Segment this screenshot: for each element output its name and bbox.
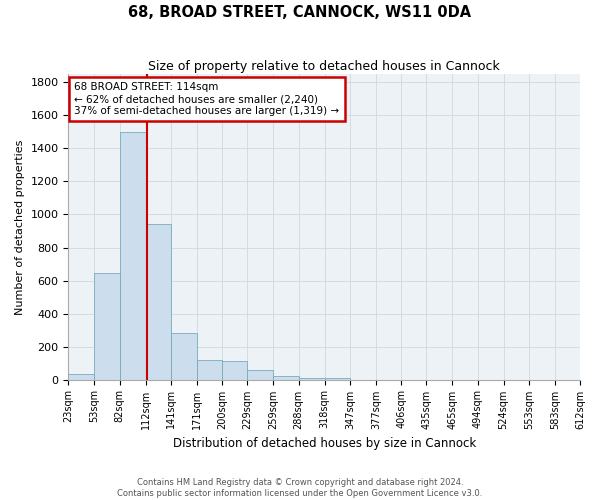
- Title: Size of property relative to detached houses in Cannock: Size of property relative to detached ho…: [148, 60, 500, 73]
- Bar: [94, 273, 119, 380]
- Bar: [222, 360, 247, 380]
- Bar: [247, 370, 274, 380]
- Bar: [119, 132, 146, 380]
- Bar: [197, 360, 222, 380]
- Bar: [325, 378, 350, 380]
- Bar: [299, 378, 325, 380]
- Text: 68, BROAD STREET, CANNOCK, WS11 0DA: 68, BROAD STREET, CANNOCK, WS11 0DA: [128, 5, 472, 20]
- X-axis label: Distribution of detached houses by size in Cannock: Distribution of detached houses by size …: [173, 437, 476, 450]
- Bar: [68, 374, 94, 380]
- Y-axis label: Number of detached properties: Number of detached properties: [15, 139, 25, 314]
- Bar: [146, 224, 171, 380]
- Bar: [274, 376, 299, 380]
- Bar: [171, 334, 197, 380]
- Text: 68 BROAD STREET: 114sqm
← 62% of detached houses are smaller (2,240)
37% of semi: 68 BROAD STREET: 114sqm ← 62% of detache…: [74, 82, 340, 116]
- Text: Contains HM Land Registry data © Crown copyright and database right 2024.
Contai: Contains HM Land Registry data © Crown c…: [118, 478, 482, 498]
